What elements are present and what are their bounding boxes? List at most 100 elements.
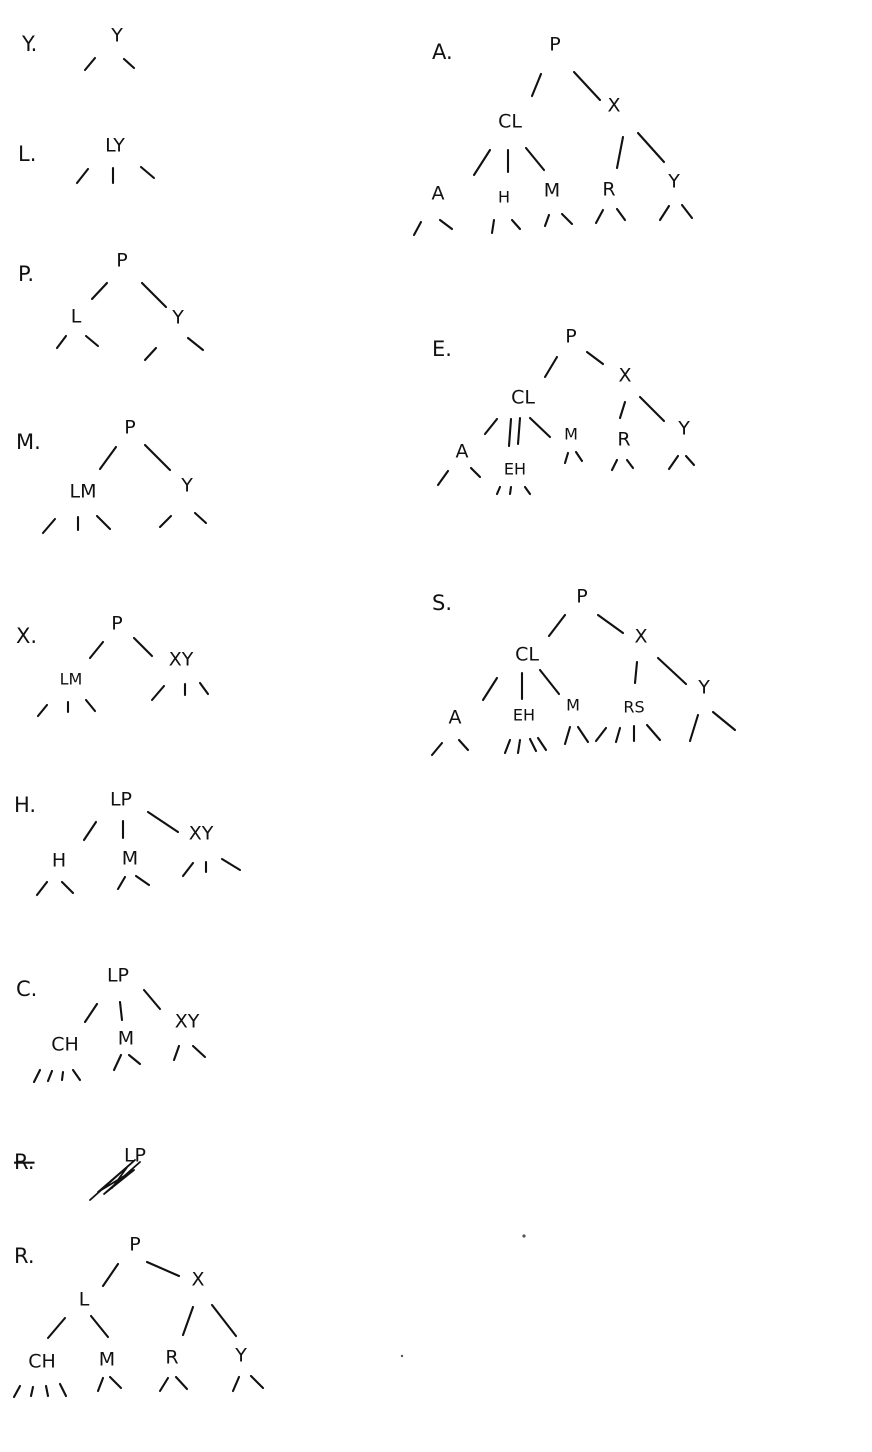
step-label: X. [16, 624, 37, 648]
tree-node: CH [28, 1351, 56, 1373]
step-label: E. [432, 337, 452, 361]
child-link [249, 1374, 265, 1390]
child-link [112, 1053, 123, 1072]
child-link [563, 451, 570, 465]
child-link [572, 70, 602, 102]
child-link [142, 988, 162, 1011]
child-link [594, 726, 608, 743]
step-r-struck: R. LP [14, 1145, 146, 1201]
child-link [220, 857, 242, 872]
child-link [134, 874, 151, 887]
tree-node: P [124, 417, 135, 439]
child-link [658, 204, 671, 222]
child-link [688, 713, 700, 743]
child-link [122, 57, 136, 70]
tree-node: M [544, 180, 560, 202]
child-link [95, 514, 112, 531]
tree-node: L [71, 306, 82, 328]
child-link [172, 1044, 181, 1062]
step-l: L. LY [18, 135, 156, 185]
child-link [46, 1316, 67, 1340]
tree-node: LY [105, 135, 125, 157]
child-link [457, 738, 470, 752]
step-label: H. [14, 793, 36, 817]
tree-node: H [498, 188, 510, 207]
child-link [186, 336, 205, 352]
child-link [88, 640, 105, 660]
child-link [438, 218, 454, 231]
child-link [563, 725, 572, 746]
child-link [576, 725, 590, 744]
child-link [83, 1002, 99, 1024]
pen-dot [522, 1234, 526, 1238]
child-link [636, 131, 666, 164]
child-link [127, 1053, 142, 1066]
child-link [530, 72, 543, 98]
child-link [84, 698, 97, 713]
tree-node: LP [107, 965, 129, 987]
child-link [174, 1375, 189, 1391]
child-link [29, 1385, 35, 1398]
pen-dot [400, 1354, 404, 1358]
child-link [503, 738, 512, 755]
step-p: P. P L Y [18, 250, 205, 362]
tree-node: CH [51, 1034, 79, 1056]
step-label: S. [432, 591, 452, 615]
child-link [614, 726, 622, 744]
tree-node: P [576, 586, 587, 608]
child-link [490, 218, 496, 235]
tree-node: X [618, 365, 631, 387]
child-link [547, 613, 567, 638]
tree-node: A [456, 441, 469, 463]
tree-node: M [566, 696, 580, 715]
tree-node: X [607, 95, 620, 117]
step-r: R. P L X CH M R Y [12, 1234, 265, 1399]
tree-node: CL [498, 111, 522, 133]
child-link [44, 1384, 50, 1398]
step-label: R. [14, 1244, 35, 1268]
child-link [150, 684, 166, 702]
child-link [538, 668, 561, 696]
step-h: H. LP H M XY [14, 789, 242, 897]
child-link [84, 334, 100, 348]
child-link [711, 710, 737, 732]
child-link [430, 741, 444, 757]
child-link [143, 443, 172, 472]
step-s: S. P CL X A EH M RS Y [430, 586, 737, 757]
step-a: A. P CL X A H M R Y [412, 34, 694, 237]
child-link [528, 737, 538, 753]
tree-node: M [122, 848, 138, 870]
child-link [60, 1070, 65, 1082]
child-link [536, 736, 548, 752]
child-link [618, 400, 627, 420]
child-link [516, 416, 522, 446]
child-link [35, 880, 49, 897]
strike-scribble [89, 1159, 141, 1201]
child-link [181, 861, 195, 878]
child-link [145, 1260, 181, 1278]
step-c: C. LP CH M XY [16, 965, 207, 1084]
tree-node: H [52, 850, 66, 872]
child-link [523, 485, 532, 496]
child-link [118, 1000, 124, 1022]
child-link [82, 820, 98, 842]
tree-node: RS [623, 698, 644, 717]
tree-node: L [79, 1289, 90, 1311]
child-link [508, 485, 513, 496]
child-link [46, 1069, 54, 1083]
child-link [32, 1068, 42, 1084]
tree-node: Y [234, 1345, 247, 1367]
child-link [101, 1262, 120, 1288]
child-link [146, 810, 180, 834]
child-link [667, 454, 680, 471]
child-link [98, 445, 118, 471]
child-link [36, 703, 49, 718]
step-y: Y. Y [21, 25, 136, 72]
step-label: C. [16, 977, 37, 1001]
child-link [543, 213, 551, 228]
child-link [140, 281, 168, 309]
tree-node: XY [169, 649, 194, 671]
child-link [469, 466, 482, 479]
child-link [231, 1375, 241, 1393]
